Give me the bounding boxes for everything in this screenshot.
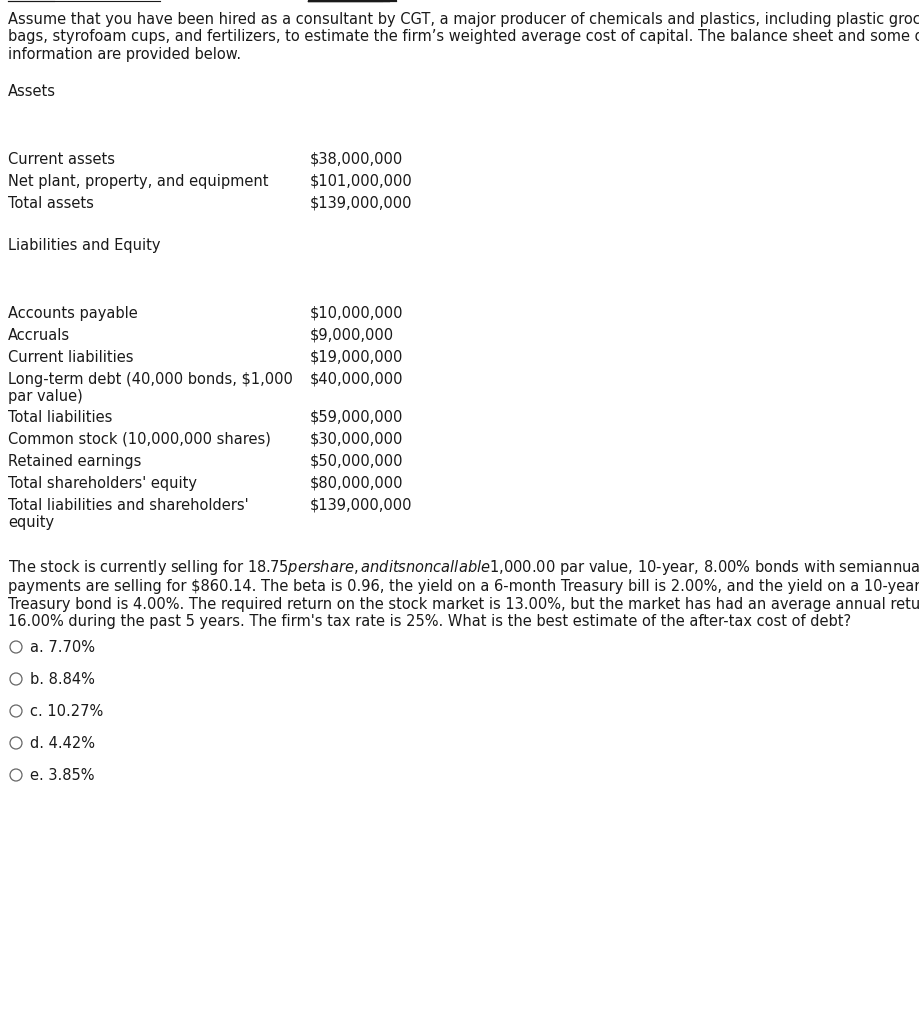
Text: Liabilities and Equity: Liabilities and Equity: [8, 238, 161, 253]
Text: Net plant, property, and equipment: Net plant, property, and equipment: [8, 174, 268, 189]
Text: Total shareholders' equity: Total shareholders' equity: [8, 476, 197, 490]
Text: $19,000,000: $19,000,000: [310, 350, 403, 365]
Text: Accruals: Accruals: [8, 328, 70, 343]
Text: $40,000,000: $40,000,000: [310, 372, 403, 387]
Text: d. 4.42%: d. 4.42%: [30, 736, 95, 751]
Text: Long-term debt (40,000 bonds, $1,000
par value): Long-term debt (40,000 bonds, $1,000 par…: [8, 372, 293, 404]
Text: $80,000,000: $80,000,000: [310, 476, 403, 490]
Text: Total liabilities and shareholders'
equity: Total liabilities and shareholders' equi…: [8, 498, 249, 530]
Text: c. 10.27%: c. 10.27%: [30, 705, 103, 719]
Text: Total liabilities: Total liabilities: [8, 410, 112, 425]
Text: Assume that you have been hired as a consultant by CGT, a major producer of chem: Assume that you have been hired as a con…: [8, 12, 919, 61]
Text: $50,000,000: $50,000,000: [310, 454, 403, 469]
Text: $30,000,000: $30,000,000: [310, 432, 403, 447]
Text: Total assets: Total assets: [8, 196, 94, 211]
Text: $59,000,000: $59,000,000: [310, 410, 403, 425]
Text: $10,000,000: $10,000,000: [310, 306, 403, 321]
Text: $139,000,000: $139,000,000: [310, 498, 413, 513]
Text: Current assets: Current assets: [8, 152, 115, 167]
Text: Retained earnings: Retained earnings: [8, 454, 142, 469]
Text: Current liabilities: Current liabilities: [8, 350, 133, 365]
Text: $139,000,000: $139,000,000: [310, 196, 413, 211]
Text: Accounts payable: Accounts payable: [8, 306, 138, 321]
Text: The stock is currently selling for $18.75 per share, and its noncallable $1,000.: The stock is currently selling for $18.7…: [8, 558, 919, 629]
Text: e. 3.85%: e. 3.85%: [30, 768, 95, 783]
Text: b. 8.84%: b. 8.84%: [30, 672, 95, 687]
Text: Assets: Assets: [8, 84, 56, 99]
Text: $101,000,000: $101,000,000: [310, 174, 413, 189]
Text: Common stock (10,000,000 shares): Common stock (10,000,000 shares): [8, 432, 271, 447]
Text: a. 7.70%: a. 7.70%: [30, 640, 95, 655]
Text: $38,000,000: $38,000,000: [310, 152, 403, 167]
Text: $9,000,000: $9,000,000: [310, 328, 394, 343]
